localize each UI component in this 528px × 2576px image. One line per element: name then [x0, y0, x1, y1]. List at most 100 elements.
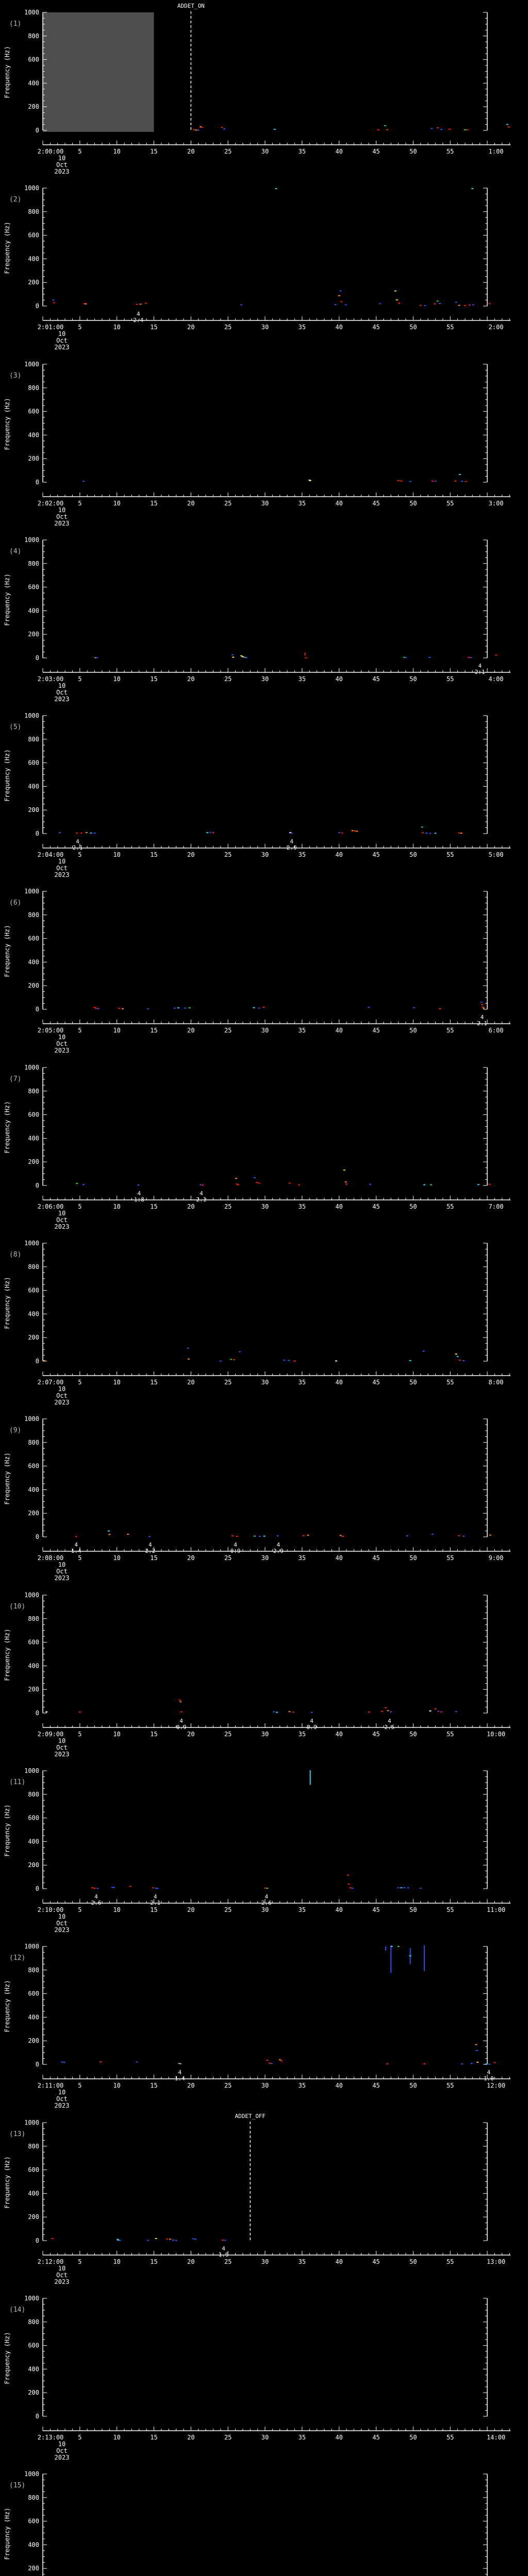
- data-point: [488, 2063, 491, 2065]
- x-tick-label: 20: [187, 1554, 194, 1562]
- data-point: [423, 1184, 425, 1185]
- date-day-label: 10: [58, 2441, 65, 2448]
- data-point: [119, 2240, 121, 2241]
- y-tick-label: 800: [28, 2318, 39, 2326]
- data-point: [221, 127, 223, 128]
- y-axis-title: Frequency (Hz): [4, 1452, 11, 1504]
- x-tick-label: 30: [261, 1731, 269, 1738]
- data-point: [93, 1888, 96, 1889]
- y-tick-label: 400: [28, 431, 39, 438]
- x-tick-label: 35: [299, 324, 306, 331]
- y-tick-label: 600: [28, 1639, 39, 1646]
- x-tick-label: 10: [113, 675, 120, 683]
- x-end-time-label: 2:00: [489, 324, 504, 331]
- data-point: [236, 1183, 238, 1185]
- x-tick-label: 40: [335, 148, 342, 155]
- y-tick-label: 1000: [24, 1240, 39, 1247]
- date-year-label: 2023: [55, 1574, 70, 1582]
- x-tick-label: 55: [447, 148, 454, 155]
- x-start-time-label: 2:10:00: [38, 1906, 64, 1913]
- y-tick-label: 200: [28, 455, 39, 462]
- date-day-label: 10: [58, 1561, 65, 1568]
- data-point: [82, 481, 85, 482]
- y-axis-title: Frequency (Hz): [4, 1101, 11, 1153]
- x-tick-label: 40: [335, 2082, 342, 2089]
- spectrogram-panel: 0 200 400 600 800 1000 5 10 15 20 25 30 35 40 45 50 55 2:…: [4, 1591, 510, 1758]
- data-point: [192, 2238, 194, 2240]
- x-tick-label: 5: [78, 2434, 81, 2441]
- y-tick-label: 200: [28, 2213, 39, 2221]
- x-tick-label: 30: [261, 324, 269, 331]
- x-tick-label: 20: [187, 1203, 194, 1210]
- x-tick-label: 15: [150, 1906, 157, 1913]
- y-tick-label: 200: [28, 103, 39, 110]
- y-tick-label: 0: [36, 2061, 39, 2068]
- data-point: [229, 1359, 232, 1360]
- data-point: [184, 1007, 186, 1009]
- annotation-value: 2.9: [287, 844, 297, 851]
- data-point: [423, 2063, 425, 2064]
- x-tick-label: 20: [187, 324, 194, 331]
- data-point: [421, 826, 423, 828]
- date-year-label: 2023: [55, 871, 70, 878]
- x-tick-label: 45: [372, 851, 380, 858]
- panel-number-label: (10): [9, 1603, 25, 1611]
- data-point: [343, 1170, 345, 1171]
- x-tick-label: 20: [187, 675, 194, 683]
- y-tick-label: 0: [36, 127, 39, 134]
- data-point: [475, 2049, 478, 2051]
- y-tick-label: 800: [28, 2494, 39, 2501]
- y-tick-label: 1000: [24, 1415, 39, 1422]
- x-tick-label: 10: [113, 2258, 120, 2265]
- data-point: [403, 656, 406, 658]
- x-tick-label: 30: [261, 2434, 269, 2441]
- y-tick-label: 200: [28, 2565, 39, 2572]
- x-start-time-label: 2:02:00: [38, 500, 64, 507]
- x-tick-label: 40: [335, 2434, 342, 2441]
- x-tick-label: 50: [409, 1906, 417, 1913]
- data-point: [180, 1711, 183, 1713]
- data-point: [172, 2240, 174, 2241]
- annotation-count: 4: [290, 838, 293, 845]
- data-point: [82, 1184, 85, 1185]
- annotation-value: 2.6: [91, 1900, 102, 1906]
- x-tick-label: 10: [113, 1379, 120, 1386]
- data-point: [429, 833, 432, 834]
- data-point: [233, 1359, 235, 1361]
- data-point: [305, 657, 307, 658]
- x-tick-label: 5: [78, 324, 81, 331]
- x-end-time-label: 10:00: [487, 1731, 505, 1738]
- data-point: [202, 1184, 204, 1186]
- x-tick-label: 45: [372, 675, 380, 683]
- y-axis-title: Frequency (Hz): [4, 925, 11, 977]
- data-point: [430, 1184, 432, 1185]
- data-point: [422, 1350, 425, 1352]
- data-point: [280, 2060, 283, 2062]
- date-year-label: 2023: [55, 2278, 70, 2285]
- data-point: [245, 657, 248, 658]
- y-tick-label: 1000: [24, 2119, 39, 2126]
- data-point: [258, 1182, 260, 1184]
- data-point: [94, 657, 97, 658]
- x-tick-label: 5: [78, 2258, 81, 2265]
- y-tick-label: 1000: [24, 536, 39, 544]
- data-point: [386, 129, 389, 130]
- spectrogram-panel: 0 200 400 600 800 1000 5 10 15 20 25 30 35 40 45 50 55 2:…: [4, 361, 510, 527]
- panel-number-label: (9): [9, 1427, 21, 1434]
- y-tick-label: 800: [28, 560, 39, 567]
- data-point: [244, 657, 246, 658]
- y-tick-label: 1000: [24, 712, 39, 719]
- x-start-time-label: 2:12:00: [38, 2258, 64, 2265]
- x-tick-label: 55: [447, 500, 454, 507]
- data-point: [307, 1534, 309, 1536]
- x-tick-label: 20: [187, 1027, 194, 1034]
- date-year-label: 2023: [55, 1223, 70, 1230]
- data-point: [256, 1182, 258, 1183]
- y-tick-label: 1000: [24, 1064, 39, 1071]
- y-tick-label: 600: [28, 935, 39, 942]
- x-tick-label: 10: [113, 1906, 120, 1913]
- data-point: [61, 2061, 63, 2063]
- y-axis-title: Frequency (Hz): [4, 398, 11, 450]
- data-point: [241, 656, 244, 657]
- data-point: [175, 2240, 177, 2241]
